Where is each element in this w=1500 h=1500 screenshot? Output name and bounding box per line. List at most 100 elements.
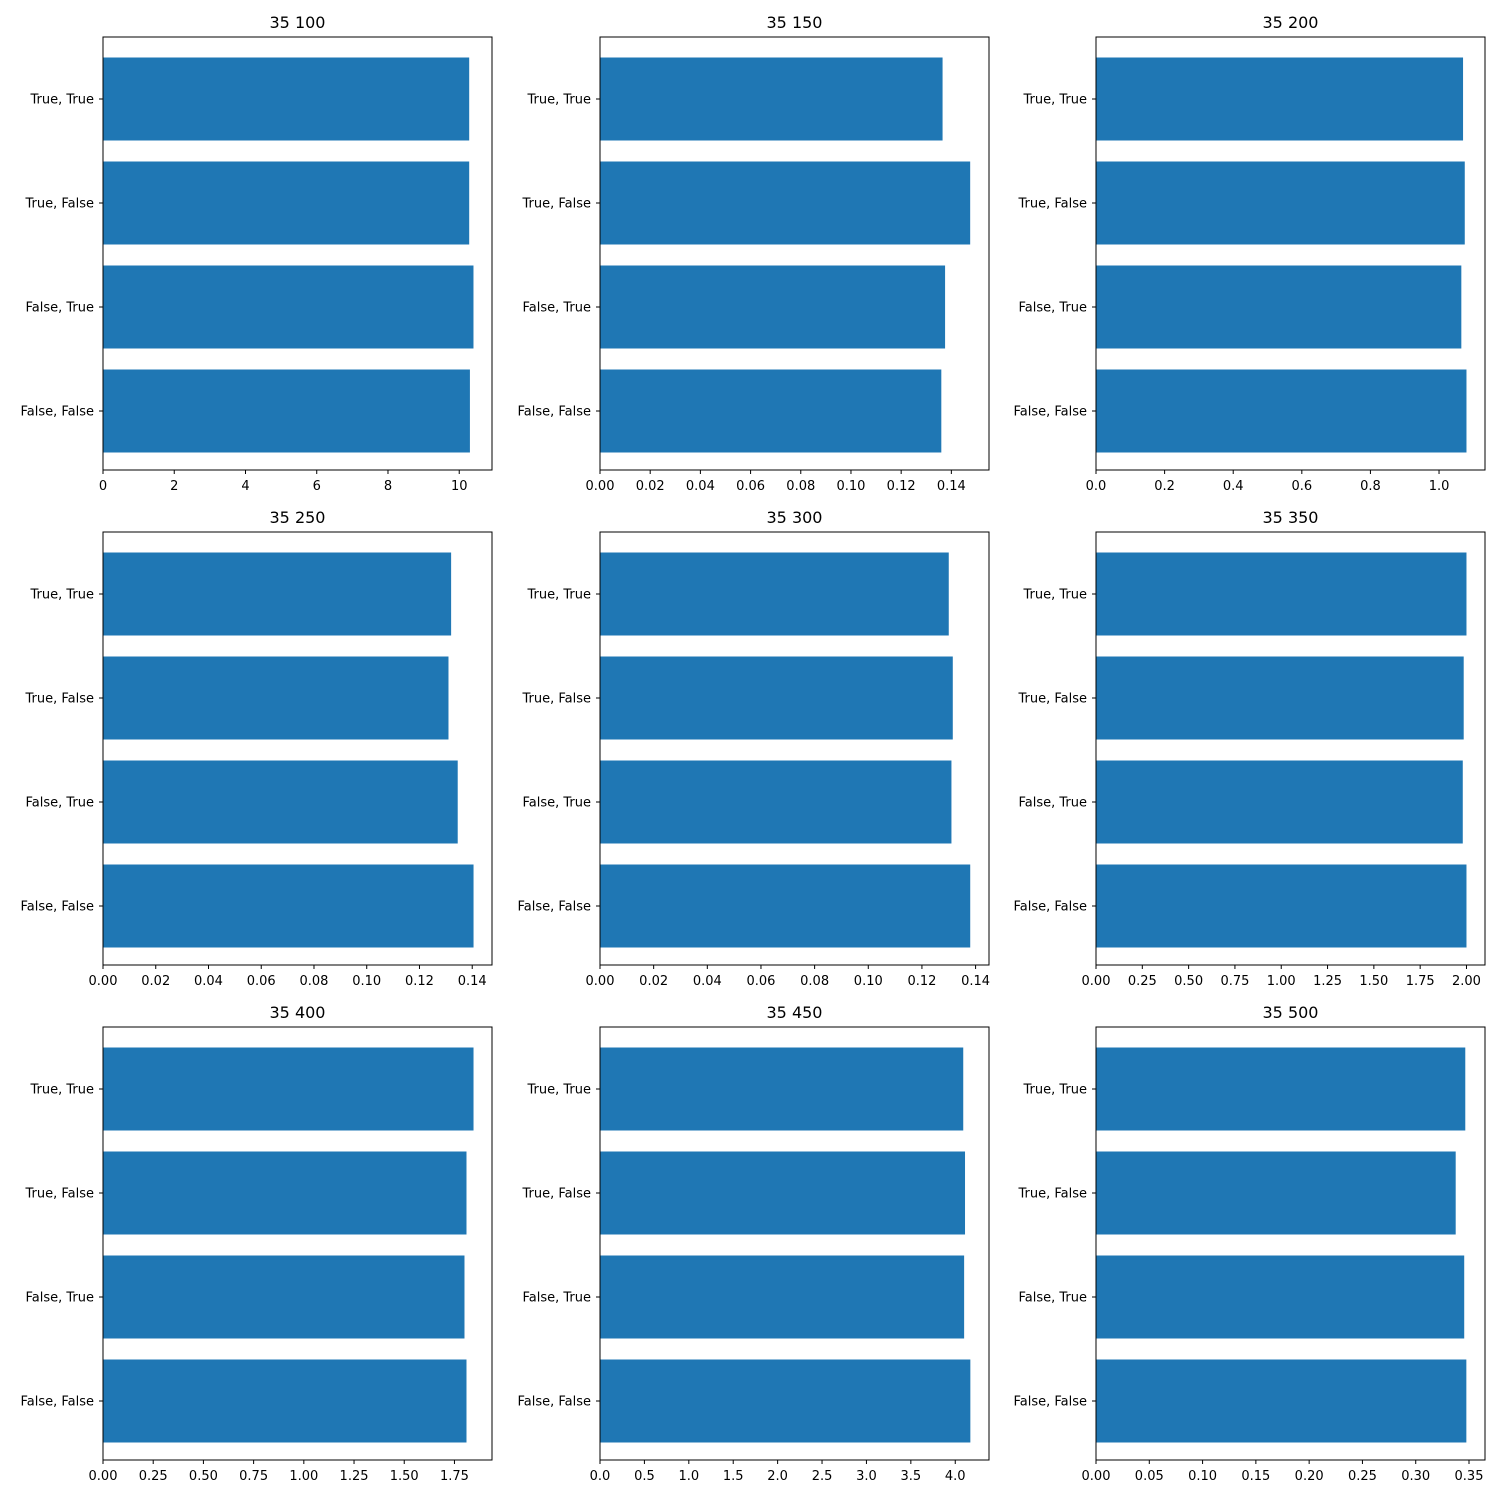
y-tick-label: True, True — [1023, 588, 1088, 603]
subplot-title: 35 350 — [1263, 508, 1319, 527]
bar — [1096, 369, 1467, 453]
x-tick-label: 0.10 — [854, 974, 883, 989]
y-tick-label: True, True — [1023, 1083, 1088, 1098]
x-tick-label: 0.14 — [458, 974, 487, 989]
bar — [1096, 864, 1467, 948]
bar — [600, 1359, 971, 1443]
x-tick-label: 0.5 — [634, 1469, 655, 1484]
axes-frame — [1095, 36, 1486, 471]
y-tick-label: True, False — [1017, 1187, 1087, 1202]
x-tick-label: 0.10 — [1188, 1469, 1217, 1484]
y-tick-label: True, False — [521, 692, 591, 707]
bar — [600, 552, 949, 636]
subplot-7: 35 400 False, False False, True True, False… — [20, 1003, 493, 1484]
subplot-title: 35 250 — [270, 508, 326, 527]
subplot-2: 35 150 False, False False, True True, False… — [517, 13, 990, 494]
x-tick-label: 0.2 — [1154, 479, 1175, 494]
x-tick-label: 1.5 — [723, 1469, 744, 1484]
bar — [103, 760, 458, 844]
x-tick-label: 0.14 — [937, 479, 966, 494]
y-tick-label: False, False — [517, 1395, 591, 1410]
bar — [1096, 760, 1463, 844]
y-tick-label: False, True — [25, 301, 94, 316]
y-tick-label: False, False — [1013, 1395, 1087, 1410]
y-tick-label: True, True — [30, 588, 95, 603]
x-tick-label: 0.12 — [907, 974, 936, 989]
axes-frame — [599, 531, 990, 966]
x-tick-label: 0.75 — [1220, 974, 1249, 989]
bar — [103, 161, 470, 245]
y-tick-label: False, False — [1013, 900, 1087, 915]
subplot-title: 35 450 — [767, 1003, 823, 1022]
x-tick-label: 0.06 — [247, 974, 276, 989]
x-tick-label: 0.00 — [89, 1469, 118, 1484]
axes-frame — [102, 36, 493, 471]
axes-frame — [1095, 531, 1486, 966]
y-tick-label: True, False — [1017, 197, 1087, 212]
bar — [600, 161, 971, 245]
y-tick-label: True, False — [24, 197, 94, 212]
y-tick-label: False, False — [1013, 405, 1087, 420]
x-tick-label: 0.00 — [586, 974, 615, 989]
x-tick-label: 1.75 — [1406, 974, 1435, 989]
bar — [103, 1151, 467, 1235]
bar — [1096, 656, 1464, 740]
x-tick-label: 10 — [451, 479, 468, 494]
y-tick-label: False, False — [517, 900, 591, 915]
x-tick-label: 1.0 — [1429, 479, 1450, 494]
x-tick-label: 1.25 — [340, 1469, 369, 1484]
subplot-1: 35 100 False, False False, True True, False… — [20, 13, 493, 494]
y-tick-label: True, True — [1023, 93, 1088, 108]
x-tick-label: 0.0 — [1086, 479, 1107, 494]
y-tick-label: False, True — [25, 796, 94, 811]
x-tick-label: 0.15 — [1241, 1469, 1270, 1484]
subplot-title: 35 300 — [767, 508, 823, 527]
bar — [600, 864, 971, 948]
bar — [103, 1047, 474, 1131]
x-tick-label: 0.06 — [746, 974, 775, 989]
subplot-4: 35 250 False, False False, True True, False… — [20, 508, 493, 989]
bar — [1096, 1151, 1456, 1235]
y-tick-label: False, True — [522, 796, 591, 811]
bar — [600, 1151, 966, 1235]
bar — [600, 1047, 964, 1131]
y-tick-label: False, True — [1018, 301, 1087, 316]
subplot-title: 35 500 — [1263, 1003, 1319, 1022]
y-tick-label: True, True — [527, 588, 592, 603]
bar — [1096, 1255, 1465, 1339]
x-tick-label: 0.8 — [1360, 479, 1381, 494]
x-tick-label: 0.06 — [736, 479, 765, 494]
x-tick-label: 4 — [241, 479, 249, 494]
x-tick-label: 0.08 — [300, 974, 329, 989]
bar — [600, 369, 942, 453]
bar — [600, 1255, 965, 1339]
bar — [1096, 1359, 1467, 1443]
x-tick-label: 0.0 — [590, 1469, 611, 1484]
x-tick-label: 0.10 — [836, 479, 865, 494]
y-tick-label: False, False — [20, 1395, 94, 1410]
subplot-title: 35 100 — [270, 13, 326, 32]
x-tick-label: 0.6 — [1291, 479, 1312, 494]
x-tick-label: 1.50 — [390, 1469, 419, 1484]
y-tick-label: False, True — [25, 1291, 94, 1306]
bar — [1096, 161, 1465, 245]
x-tick-label: 0.04 — [693, 974, 722, 989]
x-tick-label: 0.50 — [189, 1469, 218, 1484]
x-tick-label: 8 — [384, 479, 392, 494]
x-tick-label: 0.00 — [586, 479, 615, 494]
x-tick-label: 2.0 — [767, 1469, 788, 1484]
bar — [1096, 57, 1464, 141]
x-tick-label: 1.00 — [1267, 974, 1296, 989]
x-tick-label: 0.30 — [1401, 1469, 1430, 1484]
axes-frame — [599, 36, 990, 471]
x-tick-label: 3.5 — [901, 1469, 922, 1484]
bar — [103, 552, 452, 636]
x-tick-label: 0.02 — [639, 974, 668, 989]
subplot-8: 35 450 False, False False, True True, False… — [517, 1003, 990, 1484]
x-tick-label: 2 — [170, 479, 178, 494]
y-tick-label: True, False — [521, 1187, 591, 1202]
subplot-title: 35 150 — [767, 13, 823, 32]
y-tick-label: False, True — [1018, 1291, 1087, 1306]
bar — [103, 656, 449, 740]
